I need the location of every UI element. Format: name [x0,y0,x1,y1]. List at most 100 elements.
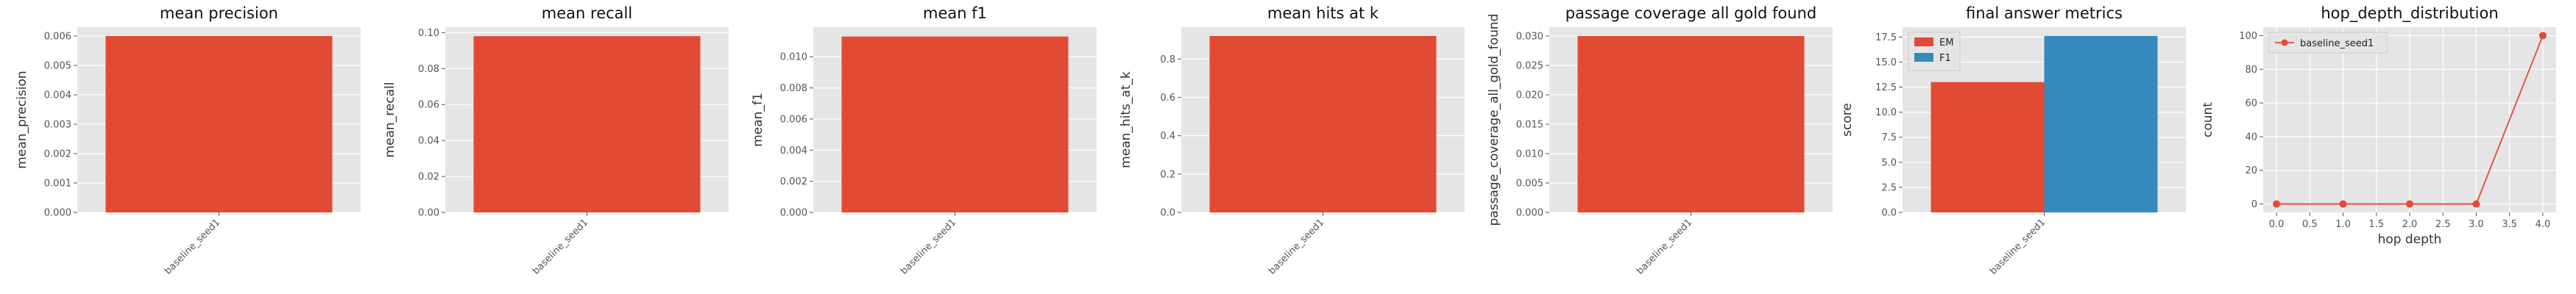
bar [2044,36,2158,212]
data-point [2339,200,2347,208]
y-tick-label: 0.001 [44,179,71,190]
y-axis-label: count [2201,102,2215,137]
chart-panel-3: 0.0 0.2 0.4 0.6 0.8 mean hits at k mean_hits_a… [1119,4,1465,277]
y-tick-label: 0.010 [780,52,807,63]
y-axis-label: mean_hits_at_k [1119,71,1133,168]
y-tick-label: 40 [2245,132,2257,143]
chart-title: mean f1 [923,4,987,22]
y-tick-label: 12.5 [1875,82,1897,93]
data-point [2472,200,2480,208]
x-tick-label: baseline_seed1 [531,217,590,276]
y-tick-label: 0.002 [44,149,71,160]
x-tick-label: 1.5 [2368,219,2384,230]
y-tick-label: 100 [2239,31,2257,42]
y-tick-label: 0.004 [44,90,71,101]
y-axis-label: mean_precision [15,71,29,168]
x-tick-label: 3.5 [2502,219,2517,230]
y-tick-label: 0.6 [1160,93,1175,104]
x-tick-label: 2.5 [2435,219,2451,230]
bar [473,36,701,213]
legend-label: baseline_seed1 [2300,38,2374,49]
y-tick-label: 0.006 [780,114,807,125]
x-tick-label: baseline_seed1 [1267,217,1326,276]
y-tick-label: 0.005 [44,61,71,72]
y-tick-label: 7.5 [1881,132,1897,143]
x-tick-label: 1.0 [2335,219,2351,230]
y-tick-label: 15.0 [1875,57,1897,68]
y-tick-label: 0.025 [1516,61,1543,72]
y-tick-label: 0.002 [780,176,807,187]
y-tick-label: 80 [2245,65,2257,76]
chart-title: final answer metrics [1966,4,2123,22]
chart-title: hop_depth_distribution [2321,4,2498,23]
x-tick-label: 4.0 [2536,219,2551,230]
legend: EM F1 [1908,32,1961,71]
chart-panel-0: 0.000 0.001 0.002 0.003 0.004 0.005 0.006 mean … [15,4,361,277]
y-tick-label: 0.02 [418,172,439,183]
y-tick-label: 0.000 [44,208,71,219]
y-tick-label: 0.004 [780,146,807,157]
y-tick-label: 0.006 [44,32,71,43]
legend-swatch [1914,37,1933,46]
y-tick-label: 0.2 [1160,169,1175,180]
y-tick-label: 0.04 [418,136,439,147]
y-axis-label: mean_recall [383,82,397,158]
x-tick-label: baseline_seed1 [1988,217,2048,276]
y-tick-label: 0 [2251,199,2257,210]
y-tick-label: 0.10 [418,28,439,39]
legend-label: F1 [1939,53,1951,64]
y-tick-label: 0.08 [418,64,439,75]
chart-panel-1: 0.00 0.02 0.04 0.06 0.08 0.10 mean recall mean_… [383,4,729,277]
data-point [2273,200,2281,208]
y-tick-label: 5.0 [1881,157,1897,168]
bar [1577,36,1805,212]
chart-panel-4: 0.000 0.005 0.010 0.015 0.020 0.025 0.030 passa… [1487,4,1833,277]
bar [105,36,333,212]
chart-title: passage coverage all gold found [1565,4,1816,22]
bar [841,36,1069,212]
y-tick-label: 0.0 [1881,208,1897,219]
y-tick-label: 0.000 [780,208,807,219]
y-tick-label: 17.5 [1875,32,1897,43]
chart-title: mean precision [160,4,278,22]
y-tick-label: 10.0 [1875,107,1897,118]
y-axis-label: score [1840,103,1855,137]
y-tick-label: 0.005 [1516,179,1543,190]
x-tick-label: 0.0 [2269,219,2285,230]
y-tick-label: 0.4 [1160,131,1175,142]
x-tick-label: baseline_seed1 [163,217,222,276]
chart-panel-2: 0.000 0.002 0.004 0.006 0.008 0.010 mean f1 mea… [751,4,1097,277]
y-tick-label: 0.010 [1516,149,1543,160]
chart-panel-5: 0.0 2.5 5.0 7.5 10.0 12.5 15.0 17.5 final answer… [1840,4,2186,277]
x-tick-label: 0.5 [2302,219,2318,230]
y-tick-label: 0.00 [418,208,439,219]
x-tick-label: 2.0 [2402,219,2418,230]
y-tick-label: 20 [2245,165,2257,176]
y-tick-label: 60 [2245,98,2257,110]
chart-title: mean hits at k [1267,4,1379,22]
y-tick-label: 2.5 [1881,182,1897,193]
legend-marker [2281,39,2288,46]
y-tick-label: 0.8 [1160,54,1175,65]
bar [1931,82,2045,213]
legend: baseline_seed1 [2268,32,2388,54]
y-tick-label: 0.000 [1516,208,1543,219]
x-tick-label: 3.0 [2469,219,2484,230]
y-axis-label: mean_f1 [751,93,765,147]
y-tick-label: 0.008 [780,83,807,94]
x-axis-label: hop depth [2378,232,2442,247]
legend-swatch [1914,53,1933,62]
y-tick-label: 0.003 [44,120,71,131]
x-tick-label: baseline_seed1 [899,217,958,276]
y-tick-label: 0.030 [1516,32,1543,43]
data-point [2538,32,2547,40]
y-tick-label: 0.06 [418,100,439,111]
y-axis-label: passage_coverage_all_gold_found [1487,14,1501,226]
legend-label: EM [1939,37,1953,49]
y-tick-label: 0.0 [1160,208,1175,219]
bar [1209,36,1437,212]
x-tick-label: baseline_seed1 [1635,217,1694,276]
data-point [2406,200,2413,208]
